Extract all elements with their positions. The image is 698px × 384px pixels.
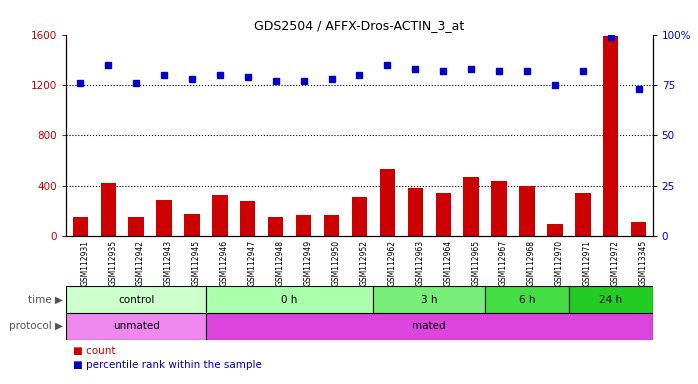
Text: GSM112964: GSM112964 (443, 240, 452, 286)
Text: GSM112942: GSM112942 (136, 240, 145, 286)
Text: GSM112971: GSM112971 (583, 240, 592, 286)
Text: GSM112962: GSM112962 (387, 240, 396, 286)
Text: control: control (118, 295, 154, 305)
Bar (206, 286, 373, 313)
Title: GDS2504 / AFFX-Dros-ACTIN_3_at: GDS2504 / AFFX-Dros-ACTIN_3_at (254, 19, 465, 32)
Text: ■ percentile rank within the sample: ■ percentile rank within the sample (73, 360, 262, 370)
Text: GSM112935: GSM112935 (108, 240, 117, 286)
Bar (212, 195, 228, 236)
Text: GSM112947: GSM112947 (248, 240, 257, 286)
Bar (101, 183, 116, 236)
Text: GSM113345: GSM113345 (639, 240, 648, 286)
Bar (631, 222, 646, 236)
Bar (485, 286, 569, 313)
Bar (575, 193, 591, 236)
Text: GSM112949: GSM112949 (304, 240, 313, 286)
Text: GSM112967: GSM112967 (499, 240, 508, 286)
Text: GSM112945: GSM112945 (192, 240, 201, 286)
Text: 0 h: 0 h (281, 295, 298, 305)
Text: unmated: unmated (112, 321, 160, 331)
Bar (206, 313, 653, 340)
Bar (380, 169, 395, 236)
Bar (519, 186, 535, 236)
Text: GSM112948: GSM112948 (276, 240, 285, 286)
Text: 3 h: 3 h (421, 295, 438, 305)
Bar (373, 286, 485, 313)
Text: GSM112943: GSM112943 (164, 240, 173, 286)
Bar (547, 223, 563, 236)
Bar (491, 181, 507, 236)
Bar (184, 214, 200, 236)
Text: GSM112950: GSM112950 (332, 240, 341, 286)
Text: 24 h: 24 h (599, 295, 623, 305)
Bar (569, 286, 653, 313)
Text: GSM112970: GSM112970 (555, 240, 564, 286)
Bar (268, 217, 283, 236)
Bar (603, 36, 618, 236)
Text: time ▶: time ▶ (28, 295, 63, 305)
Text: mated: mated (413, 321, 446, 331)
Bar (128, 217, 144, 236)
Text: GSM112965: GSM112965 (471, 240, 480, 286)
Bar (436, 193, 451, 236)
Text: GSM112931: GSM112931 (80, 240, 89, 286)
Bar (296, 215, 311, 236)
Bar (73, 217, 88, 236)
Bar (463, 177, 479, 236)
Text: 6 h: 6 h (519, 295, 535, 305)
Text: GSM112952: GSM112952 (359, 240, 369, 286)
Text: ■ count: ■ count (73, 346, 116, 356)
Text: GSM112972: GSM112972 (611, 240, 620, 286)
Bar (408, 188, 423, 236)
Bar (66, 313, 206, 340)
Text: protocol ▶: protocol ▶ (9, 321, 63, 331)
Text: GSM112963: GSM112963 (415, 240, 424, 286)
Bar (156, 200, 172, 236)
Bar (66, 286, 206, 313)
Text: GSM112946: GSM112946 (220, 240, 229, 286)
Bar (324, 215, 339, 236)
Text: GSM112968: GSM112968 (527, 240, 536, 286)
Bar (352, 197, 367, 236)
Bar (240, 201, 255, 236)
